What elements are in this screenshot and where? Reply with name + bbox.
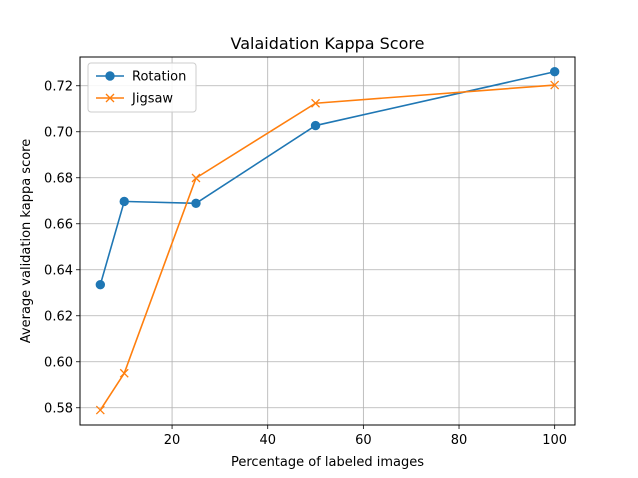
y-axis-label: Average validation kappa score [19, 139, 34, 343]
legend-item-rotation: Rotation [96, 70, 186, 85]
y-tick-label: 0.70 [44, 125, 73, 140]
y-tick-label: 0.62 [44, 309, 73, 324]
series-layer [95, 67, 560, 415]
series-rotation [95, 67, 560, 290]
chart-title: Valaidation Kappa Score [231, 34, 425, 53]
y-tick-label: 0.68 [44, 171, 73, 186]
y-tick-label: 0.72 [44, 79, 73, 94]
data-point-jigsaw [311, 98, 321, 108]
series-jigsaw [95, 80, 560, 415]
data-point-rotation [191, 198, 201, 208]
y-tick-label: 0.58 [44, 401, 73, 416]
data-point-rotation [310, 120, 321, 131]
ticks: 20 40 60 80 100 0.58 0.60 0.62 0.64 0.66 0.68 0.70 0… [44, 79, 567, 448]
y-tick-label: 0.60 [44, 355, 73, 370]
x-tick-label: 100 [542, 433, 567, 448]
data-point-jigsaw [191, 173, 201, 183]
data-point-jigsaw [95, 405, 105, 415]
legend-item-jigsaw: Jigsaw [96, 92, 173, 107]
data-point-jigsaw [550, 80, 560, 90]
legend-label-rotation: Rotation [132, 70, 186, 85]
x-tick-label: 60 [355, 433, 372, 448]
data-point-rotation [95, 280, 106, 290]
y-tick-label: 0.66 [44, 217, 73, 232]
x-tick-label: 80 [451, 433, 468, 448]
legend-label-jigsaw: Jigsaw [131, 92, 173, 107]
data-point-rotation [549, 67, 560, 77]
data-point-jigsaw [119, 368, 129, 378]
plot-frame [79, 56, 576, 426]
x-axis-label: Percentage of labeled images [231, 455, 424, 470]
legend-marker-jigsaw [105, 93, 115, 103]
x-tick-label: 40 [259, 433, 276, 448]
data-point-rotation [119, 196, 129, 207]
x-tick-label: 20 [164, 433, 181, 448]
legend-marker-rotation [105, 71, 115, 81]
legend: Rotation Jigsaw [87, 62, 197, 113]
y-tick-label: 0.64 [44, 263, 73, 278]
